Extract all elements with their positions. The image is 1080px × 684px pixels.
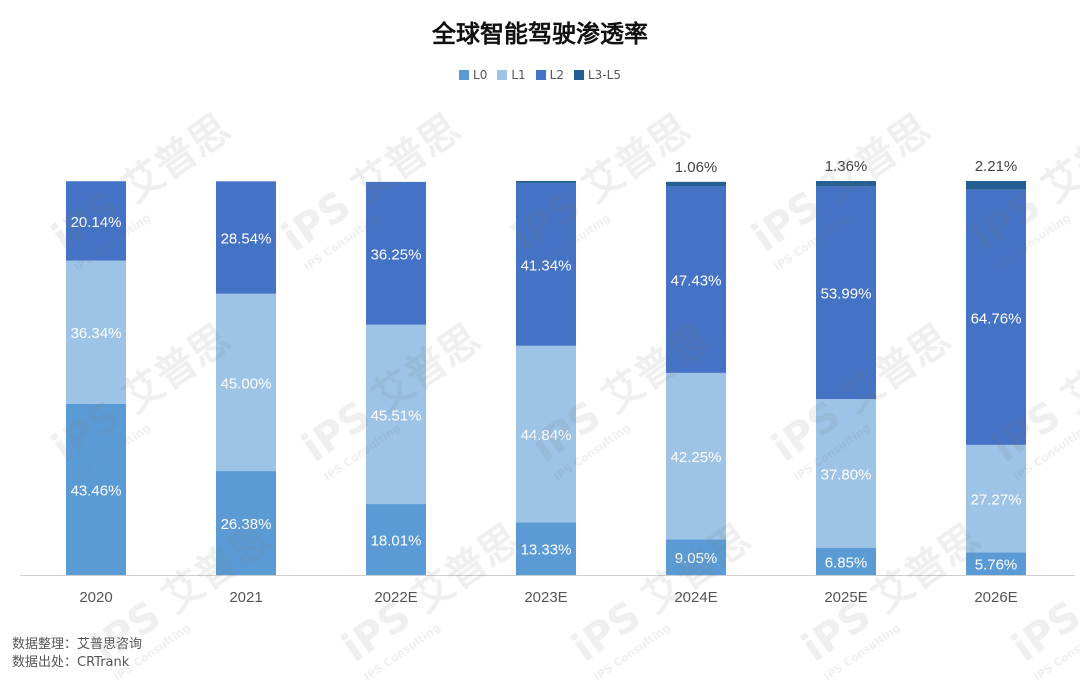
- x-tick-label-2024e: 2024E: [674, 589, 717, 606]
- data-label-l0-2021: 26.38%: [221, 516, 272, 533]
- data-label-l2-2026e: 64.76%: [971, 310, 1022, 327]
- data-label-l1-2022e: 45.51%: [371, 407, 422, 424]
- data-label-l3-l5-2026e: 2.21%: [975, 158, 1018, 175]
- data-label-l0-2020: 43.46%: [71, 482, 122, 499]
- bar-segment-l1-2021: [216, 293, 276, 472]
- bar-segment-l2-2023e: [516, 182, 576, 346]
- bar-segment-l0-2025e: [816, 548, 876, 575]
- data-label-l2-2023e: 41.34%: [521, 257, 572, 274]
- bar-segment-l0-2022e: [366, 504, 426, 575]
- data-label-l0-2026e: 5.76%: [975, 557, 1018, 574]
- legend-swatch: [497, 70, 508, 80]
- bar-segment-l3-l5-2025e: [816, 181, 876, 187]
- legend-label: L1: [511, 68, 526, 82]
- legend-item-l0: L0: [459, 68, 487, 82]
- data-label-l1-2023e: 44.84%: [521, 427, 572, 444]
- bar-segment-l2-2021: [216, 181, 276, 294]
- chart-title: 全球智能驾驶渗透率: [432, 20, 648, 48]
- bar-segment-l2-2025e: [816, 186, 876, 400]
- data-label-l1-2021: 45.00%: [221, 375, 272, 392]
- bar-segment-l1-2022e: [366, 324, 426, 505]
- bar-segment-l0-2021: [216, 471, 276, 575]
- footer-data-source: 数据出处：CRTrank: [12, 655, 130, 670]
- bar-segment-l1-2026e: [966, 444, 1026, 553]
- data-label-l2-2021: 28.54%: [221, 231, 272, 248]
- data-label-l2-2022e: 36.25%: [371, 246, 422, 263]
- x-tick-label-2020: 2020: [79, 589, 112, 606]
- data-label-l1-2026e: 27.27%: [971, 492, 1022, 509]
- legend-label: L2: [549, 68, 564, 82]
- bar-segment-l1-2020: [66, 260, 126, 404]
- x-tick-label-2025e: 2025E: [824, 589, 867, 606]
- bar-segment-l2-2026e: [966, 189, 1026, 445]
- x-tick-label-2022e: 2022E: [374, 589, 417, 606]
- legend-swatch: [535, 70, 546, 80]
- bar-segment-l3-l5-2023e: [516, 181, 576, 183]
- data-label-l0-2023e: 13.33%: [521, 542, 572, 559]
- bar-segment-l3-l5-2024e: [666, 181, 726, 187]
- data-label-l0-2024e: 9.05%: [675, 550, 718, 567]
- bar-segment-l0-2023e: [516, 522, 576, 575]
- data-label-l1-2024e: 42.25%: [671, 449, 722, 466]
- footer: 数据整理：艾普思咨询 数据出处：CRTrank: [12, 636, 142, 672]
- bar-segment-l0-2020: [66, 403, 126, 575]
- data-label-l1-2025e: 37.80%: [821, 467, 872, 484]
- bar-segment-l3-l5-2026e: [966, 181, 1026, 190]
- x-tick-label-2021: 2021: [229, 589, 262, 606]
- bar-segment-l0-2024e: [666, 539, 726, 575]
- data-label-l0-2025e: 6.85%: [825, 555, 868, 572]
- legend-swatch: [574, 70, 584, 80]
- bar-segment-l1-2024e: [666, 372, 726, 540]
- data-label-l0-2022e: 18.01%: [371, 533, 422, 550]
- x-tick-label-2023e: 2023E: [524, 589, 567, 606]
- legend-item-l2: L2: [535, 68, 564, 82]
- data-label-l1-2020: 36.34%: [71, 325, 122, 342]
- data-label-l2-2020: 20.14%: [71, 214, 122, 231]
- data-label-l2-2024e: 47.43%: [671, 272, 722, 289]
- data-label-l3-l5-2024e: 1.06%: [675, 159, 718, 176]
- legend-label: L3-L5: [588, 68, 621, 82]
- data-label-l3-l5-2025e: 1.36%: [825, 158, 868, 175]
- bar-segment-l1-2025e: [816, 399, 876, 549]
- data-label-l2-2025e: 53.99%: [821, 286, 872, 303]
- legend-item-l3-l5: L3-L5: [574, 68, 621, 82]
- legend-item-l1: L1: [497, 68, 526, 82]
- bar-segment-l2-2024e: [666, 186, 726, 373]
- footer-source-organizer: 数据整理：艾普思咨询: [12, 637, 143, 652]
- legend-swatch: [459, 70, 470, 80]
- bar-segment-l2-2020: [66, 181, 126, 261]
- bar-segment-l2-2022e: [366, 181, 426, 325]
- x-tick-label-2026e: 2026E: [974, 589, 1017, 606]
- bar-segment-l1-2023e: [516, 345, 576, 523]
- legend: L0 L1 L2 L3-L5: [0, 68, 1080, 82]
- legend-label: L0: [473, 68, 488, 82]
- bar-segment-l0-2026e: [966, 552, 1026, 575]
